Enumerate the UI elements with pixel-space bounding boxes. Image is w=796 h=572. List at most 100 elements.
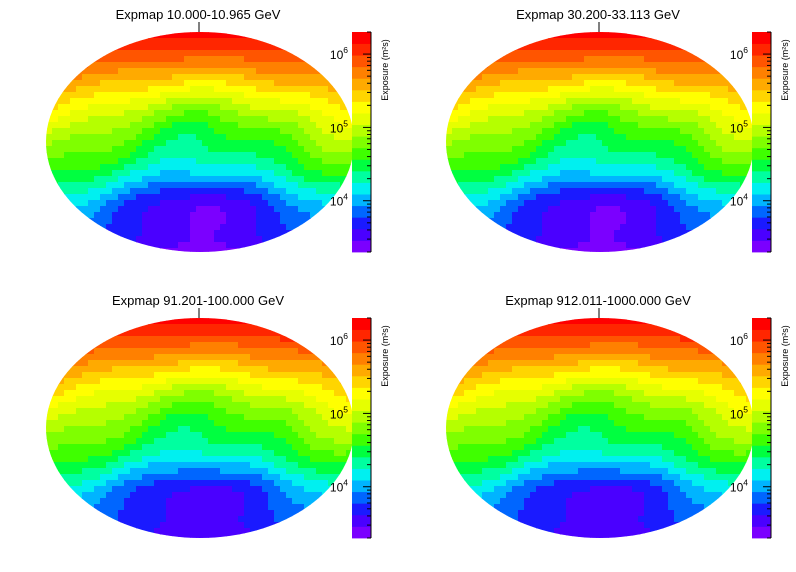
map-cell xyxy=(256,498,263,505)
map-cell xyxy=(476,188,483,195)
map-cell xyxy=(638,38,645,45)
map-cell xyxy=(304,188,311,195)
map-cell xyxy=(244,128,251,135)
map-cell xyxy=(554,98,561,105)
map-cell xyxy=(250,206,257,213)
colorbar-label: Exposure (m²s) xyxy=(380,39,390,101)
map-cell xyxy=(214,426,221,433)
map-cell xyxy=(130,498,137,505)
map-cell xyxy=(64,140,71,147)
map-cell xyxy=(584,318,591,325)
map-cell xyxy=(202,224,209,231)
map-cell xyxy=(136,80,143,87)
colorbar-segment xyxy=(352,491,371,504)
map-cell xyxy=(226,194,233,201)
map-cell xyxy=(674,176,681,183)
map-cell xyxy=(118,86,125,93)
map-cell xyxy=(130,336,137,343)
map-cell xyxy=(238,372,245,379)
map-cell xyxy=(668,200,675,207)
map-cell xyxy=(298,438,305,445)
map-cell xyxy=(608,98,615,105)
map-cell xyxy=(620,80,627,87)
map-cell xyxy=(106,194,113,201)
map-cell xyxy=(304,122,311,129)
map-cell xyxy=(118,236,125,243)
map-cell xyxy=(172,462,179,469)
sky-map xyxy=(446,32,754,252)
map-cell xyxy=(524,86,531,93)
map-cell xyxy=(704,62,711,69)
map-cell xyxy=(322,456,329,463)
map-cell xyxy=(220,510,227,517)
map-cell xyxy=(244,110,251,117)
map-cell xyxy=(160,236,167,243)
map-cell xyxy=(214,330,221,337)
map-cell xyxy=(190,372,197,379)
map-cell xyxy=(602,98,609,105)
map-cell xyxy=(524,44,531,51)
map-cell xyxy=(100,390,107,397)
map-cell xyxy=(226,68,233,75)
map-cell xyxy=(124,134,131,141)
map-cell xyxy=(704,104,711,111)
map-cell xyxy=(172,62,179,69)
map-cell xyxy=(274,170,281,177)
map-cell xyxy=(118,194,125,201)
map-cell xyxy=(650,122,657,129)
map-cell xyxy=(160,414,167,421)
map-cell xyxy=(316,164,323,171)
map-cell xyxy=(220,402,227,409)
map-cell xyxy=(548,122,555,129)
map-cell xyxy=(506,194,513,201)
map-cell xyxy=(244,462,251,469)
map-cell xyxy=(226,56,233,63)
map-cell xyxy=(172,336,179,343)
map-cell xyxy=(740,170,747,177)
map-cell xyxy=(346,462,353,469)
map-cell xyxy=(316,188,323,195)
map-cell xyxy=(638,134,645,141)
map-cell xyxy=(602,164,609,171)
map-cell xyxy=(316,486,323,493)
map-cell xyxy=(620,92,627,99)
map-cell xyxy=(166,170,173,177)
map-cell xyxy=(256,182,263,189)
map-cell xyxy=(238,98,245,105)
map-cell xyxy=(196,32,203,39)
map-cell xyxy=(232,396,239,403)
map-cell xyxy=(596,128,603,135)
map-cell xyxy=(590,248,597,252)
map-cell xyxy=(542,122,549,129)
map-cell xyxy=(340,104,347,111)
colorbar-segment xyxy=(352,136,371,149)
map-cell xyxy=(494,188,501,195)
map-cell xyxy=(662,44,669,51)
map-cell xyxy=(608,50,615,57)
map-cell xyxy=(250,462,257,469)
map-cell xyxy=(232,504,239,511)
map-cell xyxy=(274,122,281,129)
map-cell xyxy=(202,420,209,427)
map-cell xyxy=(644,56,651,63)
map-cell xyxy=(160,170,167,177)
map-cell xyxy=(268,402,275,409)
map-cell xyxy=(262,140,269,147)
map-cell xyxy=(304,62,311,69)
map-cell xyxy=(220,384,227,391)
map-cell xyxy=(196,510,203,517)
map-cell xyxy=(226,396,233,403)
map-cell xyxy=(58,122,65,129)
map-cell xyxy=(638,98,645,105)
map-cell xyxy=(250,504,257,511)
map-cell xyxy=(94,134,101,141)
map-cell xyxy=(190,456,197,463)
map-cell xyxy=(346,128,353,135)
map-cell xyxy=(178,170,185,177)
map-cell xyxy=(190,492,197,499)
map-cell xyxy=(310,164,317,171)
map-cell xyxy=(334,366,341,373)
map-cell xyxy=(304,366,311,373)
map-cell xyxy=(196,230,203,237)
map-cell xyxy=(614,194,621,201)
